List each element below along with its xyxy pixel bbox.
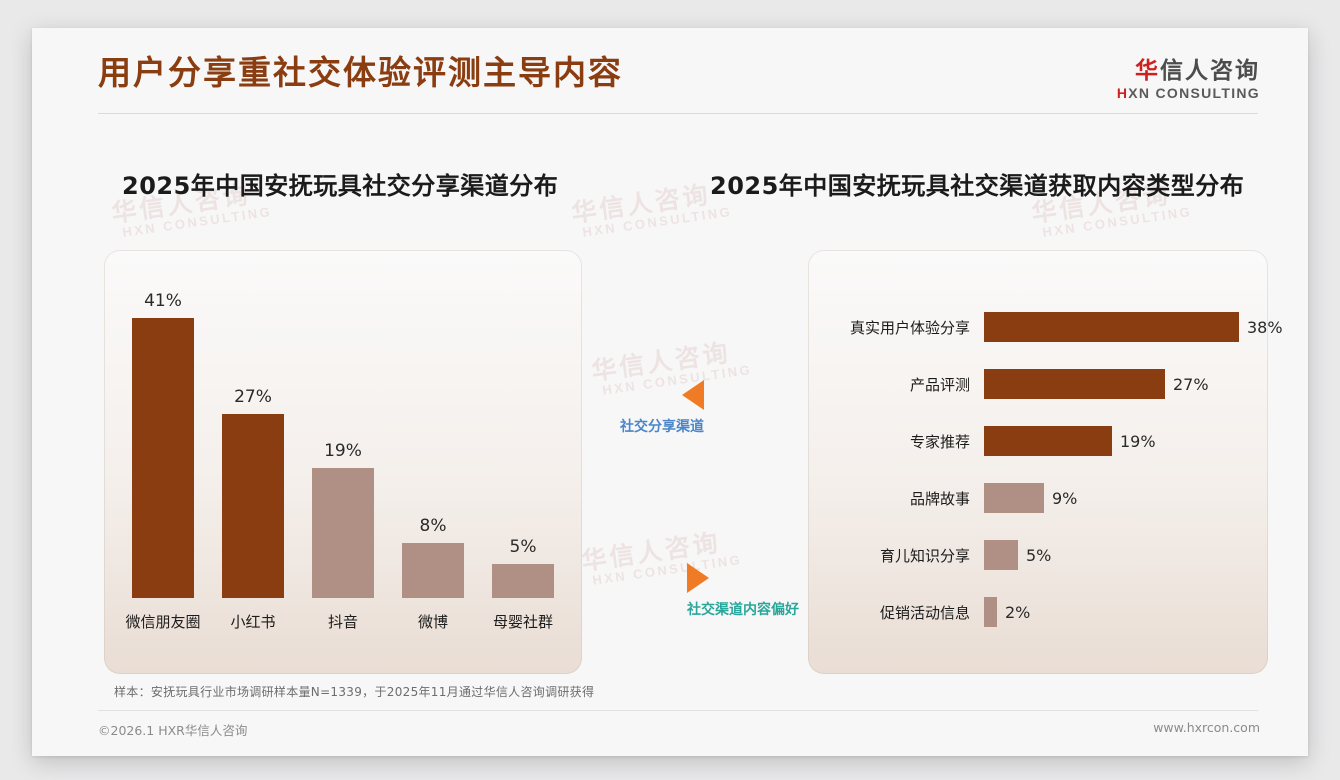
horizontal-bar-item: 真实用户体验分享 38% xyxy=(824,312,1283,342)
horizontal-bar-rect xyxy=(984,426,1112,456)
annotation-content-pref-label: 社交渠道内容偏好 xyxy=(687,602,799,618)
logo-en: HXN CONSULTING xyxy=(1117,85,1260,101)
footer-copyright: ©2026.1 HXR华信人咨询 xyxy=(98,723,248,738)
footer-website: www.hxrcon.com xyxy=(1153,720,1260,735)
annotation-content-pref: 社交渠道内容偏好 xyxy=(687,563,799,619)
vertical-bar-value: 41% xyxy=(144,291,182,311)
triangle-right-icon xyxy=(687,563,709,593)
watermark-cn: 华信人咨询 xyxy=(569,180,713,228)
right-chart-title: 2025年中国安抚玩具社交渠道获取内容类型分布 xyxy=(710,172,1245,200)
horizontal-bar-category-label: 专家推荐 xyxy=(909,432,970,451)
triangle-left-icon xyxy=(682,380,704,410)
vertical-bar-value: 19% xyxy=(324,441,362,461)
vertical-bar-rect xyxy=(222,414,284,598)
watermark-en: HXN CONSULTING xyxy=(581,204,734,241)
horizontal-bar-value: 2% xyxy=(1005,602,1031,622)
vertical-bar-item: 5% xyxy=(492,537,554,598)
vertical-bar-chart: 41% 微信朋友圈 27% 小红书 19% 抖音 8% 微博 5% 母婴社群 xyxy=(104,250,582,674)
horizontal-bar-value: 9% xyxy=(1052,488,1078,508)
left-chart-title: 2025年中国安抚玩具社交分享渠道分布 xyxy=(122,172,559,200)
left-chart-panel: 41% 微信朋友圈 27% 小红书 19% 抖音 8% 微博 5% 母婴社群 xyxy=(104,250,582,674)
vertical-bar-rect xyxy=(402,543,464,598)
horizontal-bar-rect xyxy=(984,312,1239,342)
vertical-bar-category-label: 母婴社群 xyxy=(492,613,553,631)
slide-header: 用户分享重社交体验评测主导内容 华信人咨询 HXN CONSULTING xyxy=(32,28,1308,108)
logo-cn-rest: 信人咨询 xyxy=(1160,57,1260,83)
logo-cn: 华信人咨询 xyxy=(1117,57,1260,83)
vertical-bar-category-label: 微博 xyxy=(417,613,448,631)
horizontal-bar-category-label: 品牌故事 xyxy=(909,489,970,508)
vertical-bar-value: 5% xyxy=(509,537,537,557)
vertical-bar-category-label: 小红书 xyxy=(230,613,276,631)
horizontal-bar-category-label: 产品评测 xyxy=(909,375,970,394)
horizontal-bar-value: 38% xyxy=(1247,317,1283,337)
vertical-bar-rect xyxy=(312,468,374,598)
horizontal-bar-value: 27% xyxy=(1173,374,1209,394)
horizontal-bar-item: 促销活动信息 2% xyxy=(824,597,1030,627)
horizontal-bar-value: 5% xyxy=(1026,545,1052,565)
logo-cn-highlight: 华 xyxy=(1135,57,1160,83)
logo-en-rest: XN CONSULTING xyxy=(1128,85,1260,102)
page-title: 用户分享重社交体验评测主导内容 xyxy=(98,53,623,92)
horizontal-bar-rect xyxy=(984,483,1044,513)
horizontal-bar-value: 19% xyxy=(1120,431,1156,451)
horizontal-bar-rect xyxy=(984,369,1165,399)
logo-en-highlight: H xyxy=(1116,85,1129,102)
vertical-bar-value: 8% xyxy=(419,516,447,536)
watermark: 华信人咨询 HXN CONSULTING xyxy=(570,179,733,241)
annotation-share-channel: 社交分享渠道 xyxy=(620,380,704,436)
right-chart-panel: 真实用户体验分享 38% 产品评测 27% 专家推荐 19% 品牌故事 9% 育儿知识分享 5% 促… xyxy=(808,250,1283,674)
horizontal-bar-rect xyxy=(984,540,1018,570)
slide: 华信人咨询 HXN CONSULTING 华信人咨询 HXN CONSULTIN… xyxy=(32,28,1308,756)
footer-divider xyxy=(98,710,1258,711)
horizontal-bar-item: 产品评测 27% xyxy=(824,369,1209,399)
vertical-bar-category-label: 抖音 xyxy=(327,613,358,631)
horizontal-bar-category-label: 真实用户体验分享 xyxy=(849,318,970,337)
horizontal-bar-category-label: 促销活动信息 xyxy=(879,603,970,622)
horizontal-bar-rect xyxy=(984,597,997,627)
title-divider xyxy=(98,113,1258,114)
brand-logo: 华信人咨询 HXN CONSULTING xyxy=(1117,57,1260,101)
vertical-bar-category-label: 微信朋友圈 xyxy=(125,613,201,631)
vertical-bar-rect xyxy=(492,564,554,598)
watermark-en: HXN CONSULTING xyxy=(1041,204,1194,241)
horizontal-bar-item: 品牌故事 9% xyxy=(824,483,1077,513)
vertical-bar-value: 27% xyxy=(234,387,272,407)
vertical-bar-item: 27% xyxy=(222,387,284,598)
watermark-cn: 华信人咨询 xyxy=(589,338,733,386)
horizontal-bar-item: 专家推荐 19% xyxy=(824,426,1156,456)
vertical-bar-item: 8% xyxy=(402,516,464,598)
horizontal-bar-chart: 真实用户体验分享 38% 产品评测 27% 专家推荐 19% 品牌故事 9% 育儿知识分享 5% 促… xyxy=(808,250,1283,674)
vertical-bar-item: 41% xyxy=(132,291,194,598)
watermark-en: HXN CONSULTING xyxy=(121,204,274,241)
vertical-bar-item: 19% xyxy=(312,441,374,598)
footnote: 样本：安抚玩具行业市场调研样本量N=1339，于2025年11月通过华信人咨询调… xyxy=(114,685,595,699)
horizontal-bar-item: 育儿知识分享 5% xyxy=(824,540,1051,570)
vertical-bar-rect xyxy=(132,318,194,598)
horizontal-bar-category-label: 育儿知识分享 xyxy=(879,546,970,565)
annotation-share-channel-label: 社交分享渠道 xyxy=(620,419,704,435)
